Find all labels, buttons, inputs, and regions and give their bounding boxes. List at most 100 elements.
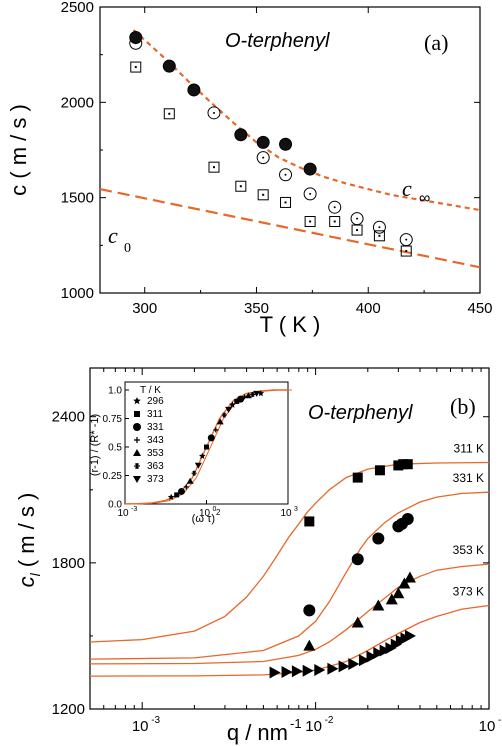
legend-item-label: 311 <box>147 409 163 420</box>
filled-circle-point <box>234 128 248 142</box>
x-tick-label: 350 <box>244 300 269 317</box>
inset-square-point <box>204 444 209 450</box>
inset-y-tick-label: 0.75 <box>103 414 123 425</box>
open-circle-point <box>303 187 317 201</box>
svg-text:∞: ∞ <box>419 190 430 207</box>
open-square-point-box <box>280 196 292 208</box>
open-circle-point-ring <box>399 233 413 247</box>
panel-b-label: (b) <box>450 394 476 419</box>
triangle-up-point <box>351 616 364 628</box>
inset-y-tick-label: 1.0 <box>108 386 122 397</box>
inset-x-tick-label: 10 <box>280 508 292 519</box>
y-tick-label: 1800 <box>52 555 85 572</box>
open-square-point-dot <box>405 250 408 253</box>
circle-point <box>351 553 364 566</box>
series-square <box>304 459 413 527</box>
triangle-up-point <box>372 599 385 611</box>
inset-chart: 10 -3 10 0 10 30.00.250.50.751.0 T / K2963113… <box>89 381 298 525</box>
inset-triangle-up-point <box>216 418 224 425</box>
open-circle-point-ring <box>256 151 270 165</box>
filled-circle-point <box>129 31 143 45</box>
inset-y-tick-label: 0.5 <box>108 443 122 454</box>
triangle-right-point <box>404 629 416 642</box>
inset-x-tick-exp: 0 <box>213 506 217 513</box>
open-circle-point-ring <box>328 200 342 214</box>
series-circle <box>303 513 414 617</box>
legend-circle-marker <box>133 423 141 431</box>
open-square-point <box>280 196 292 208</box>
open-square-point <box>304 216 316 227</box>
open-square-point-box <box>163 108 175 120</box>
inset-fit-curve <box>128 389 292 505</box>
open-circle-point-ring <box>372 220 386 234</box>
c-inf-label: c ∞ <box>402 176 430 207</box>
panel-b-ylabel: cl( m / s ) <box>14 493 43 588</box>
series-open-square <box>130 61 412 257</box>
inset-square-point <box>174 492 180 498</box>
filled-circle-point <box>279 137 293 151</box>
panel-a-ylabel: c ( m / s ) <box>6 104 31 196</box>
curve-c0 <box>99 188 481 269</box>
triangle-right-point <box>348 657 360 670</box>
filled-circle-point <box>162 59 176 73</box>
x-tick-exp: -2 <box>325 715 334 726</box>
open-square-point-box <box>373 230 385 242</box>
filled-circle-point <box>256 135 270 149</box>
open-square-point-dot <box>356 229 359 232</box>
y-tick-label: 1000 <box>61 285 94 302</box>
circle-point <box>401 513 414 526</box>
open-circle-point-dot <box>309 192 312 195</box>
inset-ylabel: (r-1) / (R* -1) <box>89 414 101 476</box>
open-circle-point-ring <box>303 187 317 201</box>
inset-triangle-down-point <box>225 406 233 413</box>
circle-point <box>372 532 385 545</box>
open-square-point-dot <box>284 201 287 204</box>
open-square-point-box <box>235 180 247 192</box>
inset-y-tick-label: 0.25 <box>103 471 123 482</box>
open-circle-point-ring <box>279 168 293 182</box>
svg-text:-1: -1 <box>290 716 302 731</box>
x-tick-label: 400 <box>356 300 381 317</box>
panel-a-points <box>129 31 413 257</box>
inset-square-point <box>234 398 240 404</box>
inset-x-tick-label: 10 <box>199 508 211 519</box>
inset-star-point <box>229 401 236 408</box>
curve-c_inf <box>132 29 481 212</box>
triangle-right-point <box>302 664 314 677</box>
y-tick-label: 2400 <box>52 409 85 426</box>
panel-b-xlabel: q / nm -1 <box>227 716 302 745</box>
square-point <box>402 459 413 470</box>
open-circle-point-dot <box>284 173 287 176</box>
panel-b-points <box>269 459 416 679</box>
svg-text:0: 0 <box>124 241 131 256</box>
open-square-point-dot <box>333 220 336 223</box>
curve-label: 311 K <box>454 442 484 456</box>
x-tick-label: 10 <box>479 718 496 735</box>
open-circle-point <box>372 220 386 234</box>
inset-asterisk-point <box>221 412 227 418</box>
triangle-right-point <box>379 644 391 657</box>
open-circle-point-ring <box>350 212 364 226</box>
open-circle-point-dot <box>213 111 215 114</box>
panel-b-curve-labels: 311 K 331 K 353 K 373 K <box>453 442 484 599</box>
triangle-right-point <box>358 654 370 667</box>
triangle-right-point <box>281 665 293 678</box>
inset-plus-point <box>213 427 219 433</box>
open-circle-point <box>279 168 293 182</box>
triangle-up-point <box>398 577 411 589</box>
triangle-up-point <box>403 571 416 583</box>
inset-y-tick-label: 0.0 <box>108 500 122 511</box>
panel-a: 300 350 400 450 1000 1500 2000 2500 O-terphenyl… <box>6 0 493 337</box>
open-circle-point-ring <box>207 106 221 120</box>
open-circle-point <box>328 200 342 214</box>
y-tick-label: 1200 <box>52 701 85 718</box>
panel-b-ticks: 10-310-210-1120018002400 <box>52 368 502 735</box>
y-tick-label: 2500 <box>61 0 94 16</box>
filled-circle-point <box>303 162 317 176</box>
open-square-point-dot <box>378 234 381 237</box>
triangle-right-point <box>366 650 378 663</box>
legend-title: T / K <box>140 385 161 396</box>
legend-item-label: 353 <box>147 448 164 459</box>
